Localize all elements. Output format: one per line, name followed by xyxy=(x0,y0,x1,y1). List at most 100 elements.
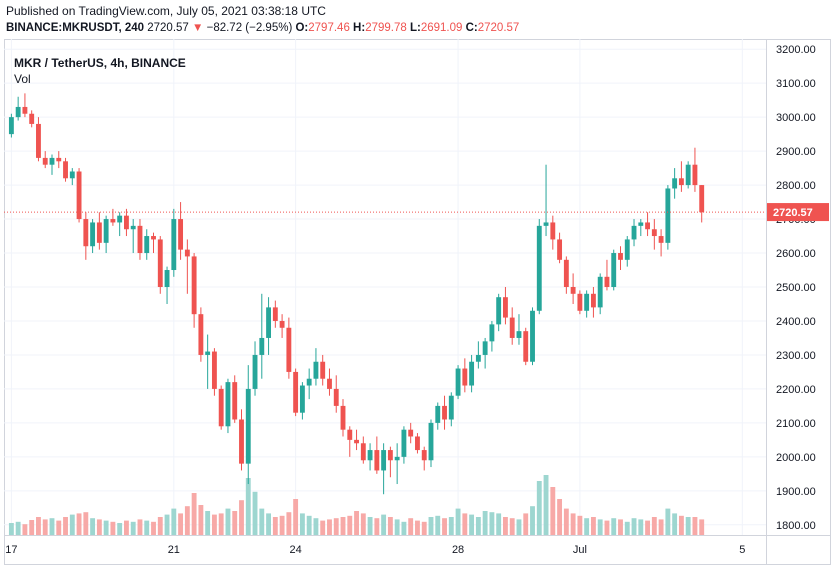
volume-bar xyxy=(604,520,610,535)
volume-bar xyxy=(699,519,705,535)
candle-body xyxy=(340,405,346,430)
candle-body xyxy=(184,249,190,257)
candle-body xyxy=(272,307,278,321)
volume-bar xyxy=(103,520,109,535)
candle-body xyxy=(211,351,217,389)
candle-body xyxy=(374,450,380,471)
volume-bar xyxy=(611,518,617,535)
chart-area[interactable]: 1800.00 1900.00 2000.00 2100.00 2200.00 2300.… xyxy=(4,39,831,565)
candle-body xyxy=(530,310,535,362)
candle-body xyxy=(259,337,265,355)
candle-body xyxy=(178,219,184,250)
candle-body xyxy=(401,429,407,457)
volume-bar xyxy=(658,519,664,535)
candle-body xyxy=(63,161,68,179)
high-label: H: xyxy=(353,22,366,34)
y-tick-label: 2000.00 xyxy=(776,452,816,464)
candle-body xyxy=(651,229,657,237)
candle-body xyxy=(597,276,603,308)
volume-bar xyxy=(56,520,62,535)
candle-body xyxy=(279,320,285,328)
volume-bar xyxy=(597,519,603,535)
candle-body xyxy=(232,382,238,420)
y-tick-label: 2400.00 xyxy=(776,316,816,328)
candle-body xyxy=(462,368,468,386)
volume-bar xyxy=(685,517,691,535)
open-label: O: xyxy=(295,22,309,34)
candle-body xyxy=(699,185,705,213)
candle-body xyxy=(56,157,62,162)
candle-body xyxy=(509,317,515,338)
candle-body xyxy=(42,157,48,165)
volume-bar xyxy=(252,491,258,535)
volume-bar xyxy=(69,514,75,535)
volume-bar xyxy=(124,520,129,535)
volume-bar xyxy=(631,518,637,535)
x-tick-label: 21 xyxy=(168,544,180,556)
volume-bar xyxy=(536,481,542,535)
x-tick-label: 24 xyxy=(290,544,302,556)
y-tick-label: 2800.00 xyxy=(776,180,816,192)
candle-body xyxy=(624,239,630,260)
volume-bar xyxy=(239,500,244,535)
candle-body xyxy=(590,293,596,308)
y-tick-label: 3100.00 xyxy=(776,78,816,90)
y-tick-label: 1800.00 xyxy=(776,520,816,532)
candle-body xyxy=(22,106,28,114)
candle-body xyxy=(306,378,312,386)
volume-bar xyxy=(678,515,684,535)
candle-body xyxy=(455,368,461,396)
candle-body xyxy=(333,388,339,406)
volume-bar xyxy=(448,517,454,535)
candle-body xyxy=(110,219,116,223)
close-value: 2720.57 xyxy=(477,22,520,34)
volume-bar xyxy=(584,518,590,535)
candle-body xyxy=(327,378,332,389)
volume-bar xyxy=(665,508,671,535)
candle-body xyxy=(604,276,610,287)
volume-bar xyxy=(672,513,678,535)
volume-bar xyxy=(42,519,48,535)
candle-body xyxy=(164,270,170,287)
volume-bar xyxy=(394,519,400,535)
volume-bar xyxy=(374,518,380,535)
candle-body xyxy=(137,225,143,254)
volume-bar xyxy=(381,514,387,535)
candle-body xyxy=(523,331,529,362)
x-tick-label: 28 xyxy=(452,544,464,556)
low-value: 2691.09 xyxy=(420,22,463,34)
volume-bar xyxy=(570,513,576,535)
candle-body xyxy=(76,171,82,220)
volume-bar xyxy=(110,521,116,535)
candle-body xyxy=(157,239,163,287)
volume-bar xyxy=(205,511,211,535)
candle-body xyxy=(543,222,549,226)
volume-bar xyxy=(354,511,359,535)
volume-bar xyxy=(530,506,535,535)
candle-body xyxy=(496,297,502,325)
candle-body xyxy=(387,450,393,461)
candle-body xyxy=(83,219,89,247)
candlestick-chart[interactable]: 1800.00 1900.00 2000.00 2100.00 2200.00 2300.… xyxy=(4,39,831,565)
candle-body xyxy=(421,450,427,461)
volume-bar xyxy=(164,514,170,535)
volume-bar xyxy=(442,518,447,535)
volume-bar xyxy=(543,475,549,535)
volume-bar xyxy=(96,519,102,535)
candle-body xyxy=(218,388,224,427)
volume-bar xyxy=(509,518,515,535)
volume-bar xyxy=(63,517,68,535)
volume-bar xyxy=(36,517,41,535)
published-caption: Published on TradingView.com, July 05, 2… xyxy=(6,4,326,18)
volume-bar xyxy=(367,517,373,535)
candle-body xyxy=(638,222,644,226)
candle-body xyxy=(367,450,373,461)
candle-body xyxy=(678,178,684,186)
last-price-tag-label: 2720.57 xyxy=(773,207,813,219)
candle-body xyxy=(29,113,35,124)
volume-bar xyxy=(272,517,278,535)
volume-bar xyxy=(29,520,35,535)
volume-bar xyxy=(90,518,96,535)
candle-body xyxy=(299,385,305,413)
volume-bar xyxy=(638,519,644,535)
